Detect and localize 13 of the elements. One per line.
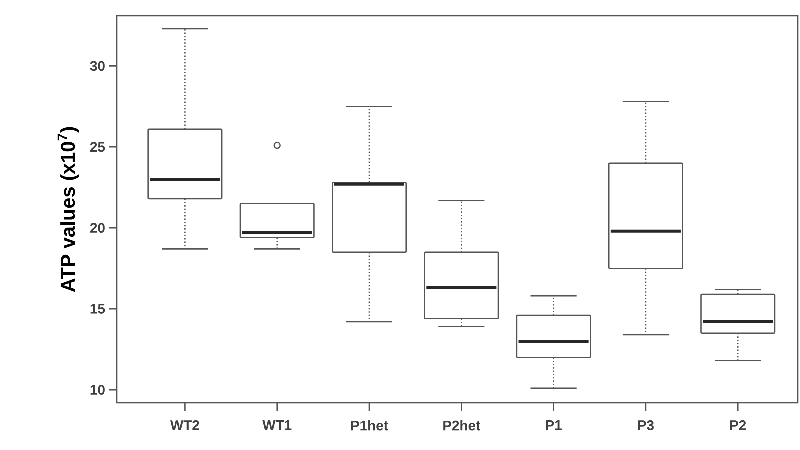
y-tick-label: 20 <box>90 223 105 234</box>
x-tick-label: WT1 <box>262 420 292 430</box>
y-tick-label: 15 <box>90 304 106 314</box>
x-tick-label: P3 <box>638 420 654 430</box>
x-tick-label: WT2 <box>170 420 200 430</box>
y-tick-label: 10 <box>90 385 105 395</box>
x-tick-label: P1 <box>546 420 562 430</box>
y-tick-label: 25 <box>90 142 106 152</box>
x-tick-label: P1het <box>351 420 388 431</box>
y-axis-title: ATP values (x10$^{7}$) <box>58 127 80 292</box>
y-tick-label: 30 <box>90 61 105 72</box>
x-tick-label: P2het <box>444 420 480 431</box>
x-tick-label: P2 <box>730 420 746 430</box>
